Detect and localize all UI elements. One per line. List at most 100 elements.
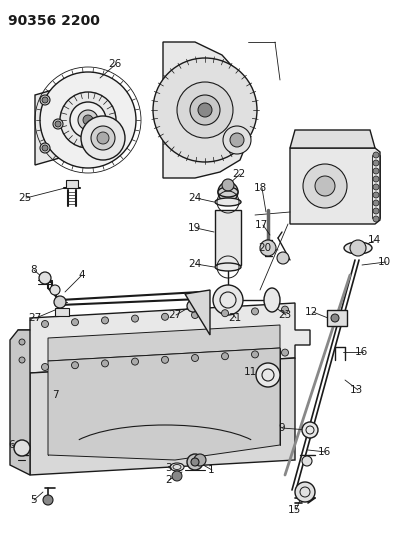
Text: 24: 24 xyxy=(188,259,201,269)
Circle shape xyxy=(40,143,50,153)
Circle shape xyxy=(373,200,379,206)
Ellipse shape xyxy=(215,198,241,206)
Text: 26: 26 xyxy=(108,59,121,69)
Circle shape xyxy=(19,357,25,363)
Circle shape xyxy=(260,240,276,256)
Circle shape xyxy=(50,285,60,295)
Circle shape xyxy=(177,82,233,138)
Circle shape xyxy=(331,314,339,322)
Circle shape xyxy=(101,317,109,324)
Bar xyxy=(215,210,241,265)
Circle shape xyxy=(223,126,251,154)
Circle shape xyxy=(132,315,138,322)
Polygon shape xyxy=(290,130,375,148)
Polygon shape xyxy=(48,325,280,361)
Text: 90356 2200: 90356 2200 xyxy=(8,14,100,28)
Circle shape xyxy=(53,119,63,129)
Circle shape xyxy=(190,95,220,125)
Ellipse shape xyxy=(170,463,184,471)
Circle shape xyxy=(40,95,50,105)
Text: 15: 15 xyxy=(288,505,301,515)
Circle shape xyxy=(101,360,109,367)
Circle shape xyxy=(282,349,288,356)
Circle shape xyxy=(277,252,289,264)
Circle shape xyxy=(222,179,234,191)
Circle shape xyxy=(41,364,49,370)
Circle shape xyxy=(14,440,30,456)
Circle shape xyxy=(54,296,66,308)
Text: 27: 27 xyxy=(28,313,41,323)
Circle shape xyxy=(192,311,198,319)
Text: 6: 6 xyxy=(8,440,15,450)
Polygon shape xyxy=(185,290,210,335)
Circle shape xyxy=(71,362,79,369)
Text: 13: 13 xyxy=(350,385,363,395)
Bar xyxy=(55,308,69,316)
Text: 23: 23 xyxy=(278,310,291,320)
Polygon shape xyxy=(10,330,30,475)
Circle shape xyxy=(132,358,138,365)
Polygon shape xyxy=(48,348,280,460)
Circle shape xyxy=(282,306,288,313)
Ellipse shape xyxy=(215,263,241,271)
Circle shape xyxy=(373,160,379,166)
Ellipse shape xyxy=(264,288,280,312)
Circle shape xyxy=(251,308,259,315)
Circle shape xyxy=(41,320,49,327)
Circle shape xyxy=(43,495,53,505)
Text: 5: 5 xyxy=(30,495,37,505)
Text: 21: 21 xyxy=(228,313,241,323)
Circle shape xyxy=(191,458,199,466)
Circle shape xyxy=(187,300,199,312)
Circle shape xyxy=(256,363,280,387)
Text: 14: 14 xyxy=(368,235,381,245)
Polygon shape xyxy=(18,303,310,373)
Circle shape xyxy=(302,422,318,438)
Circle shape xyxy=(40,72,136,168)
Circle shape xyxy=(78,110,98,130)
Circle shape xyxy=(373,152,379,158)
Text: 3: 3 xyxy=(165,463,172,473)
Circle shape xyxy=(39,272,51,284)
Text: 19: 19 xyxy=(188,223,201,233)
Circle shape xyxy=(97,132,109,144)
Text: 10: 10 xyxy=(378,257,391,267)
Circle shape xyxy=(187,454,203,470)
Circle shape xyxy=(71,319,79,326)
Circle shape xyxy=(221,310,229,317)
Circle shape xyxy=(350,240,366,256)
Circle shape xyxy=(70,102,106,138)
Text: 12: 12 xyxy=(305,307,318,317)
Circle shape xyxy=(373,192,379,198)
Text: 17: 17 xyxy=(255,220,268,230)
Circle shape xyxy=(42,97,48,103)
Text: 24: 24 xyxy=(188,193,201,203)
Circle shape xyxy=(373,216,379,222)
Text: 25: 25 xyxy=(18,193,31,203)
Ellipse shape xyxy=(344,242,372,254)
Circle shape xyxy=(218,182,238,202)
Circle shape xyxy=(172,471,182,481)
Circle shape xyxy=(295,482,315,502)
Bar xyxy=(66,180,78,188)
Circle shape xyxy=(230,133,244,147)
Text: 7: 7 xyxy=(52,390,59,400)
Circle shape xyxy=(373,184,379,190)
Circle shape xyxy=(42,145,48,151)
Polygon shape xyxy=(35,85,70,165)
Text: 8: 8 xyxy=(30,265,37,275)
Circle shape xyxy=(19,339,25,345)
Circle shape xyxy=(198,103,212,117)
Circle shape xyxy=(60,92,116,148)
Text: 16: 16 xyxy=(318,447,331,457)
Circle shape xyxy=(55,121,61,127)
Circle shape xyxy=(83,115,93,125)
Circle shape xyxy=(303,164,347,208)
Text: 27: 27 xyxy=(168,310,181,320)
Text: 4: 4 xyxy=(78,270,85,280)
Text: 16: 16 xyxy=(355,347,368,357)
Circle shape xyxy=(194,454,206,466)
Circle shape xyxy=(162,313,168,320)
Circle shape xyxy=(192,354,198,361)
Circle shape xyxy=(302,456,312,466)
